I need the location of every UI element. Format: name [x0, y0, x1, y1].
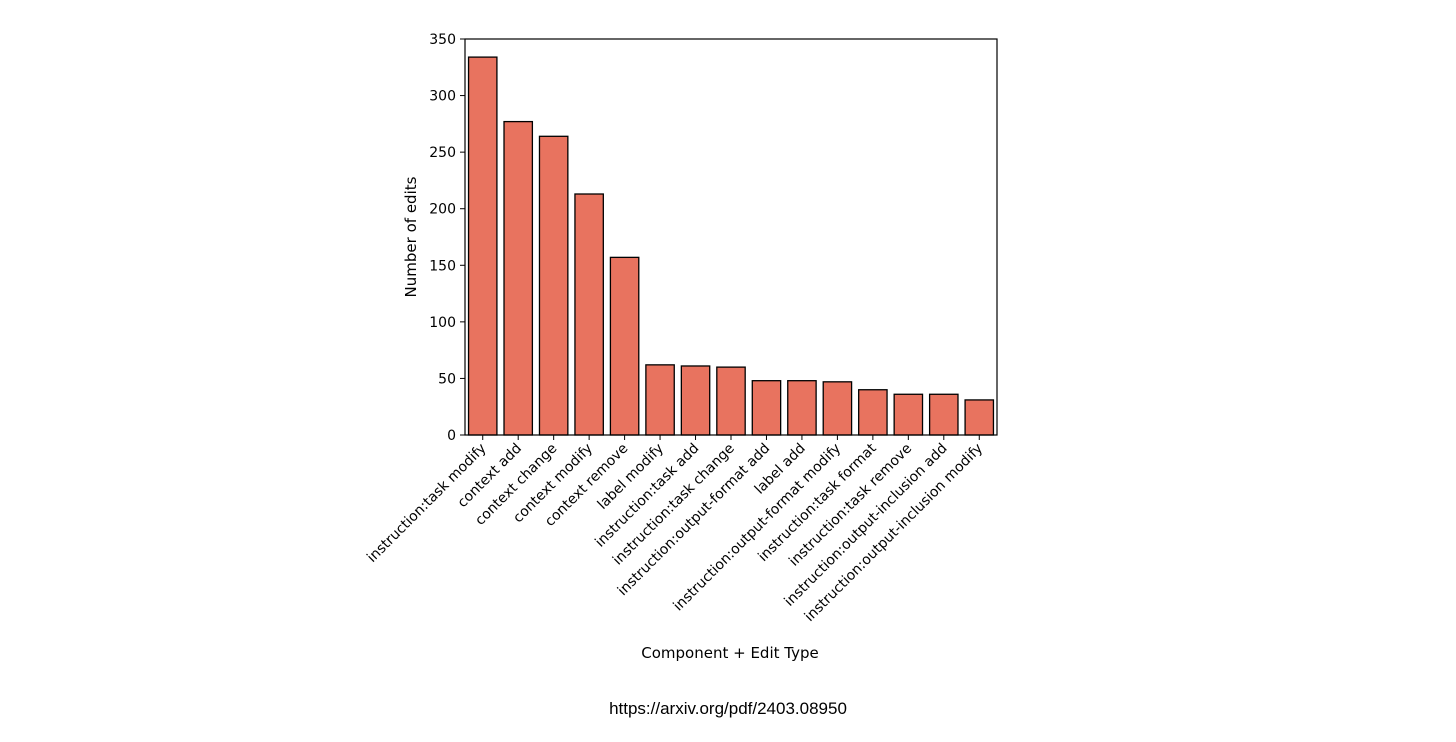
- bar-1: [503, 120, 534, 436]
- bar-6: [680, 365, 711, 436]
- bar-4: [609, 256, 640, 436]
- bar-11: [858, 389, 888, 436]
- plot-frame: [464, 38, 998, 436]
- y-tick-label-6: 300: [429, 89, 456, 105]
- y-tick-label-7: 350: [429, 32, 456, 48]
- y-tick-label-0: 0: [447, 428, 456, 444]
- y-axis: 0 50 100 150 200 250 300 350: [429, 32, 465, 444]
- bar-8: [751, 380, 782, 436]
- bar-3: [574, 193, 604, 436]
- y-axis-label: Number of edits: [402, 176, 420, 297]
- bar-14: [964, 399, 995, 436]
- bar-2: [538, 135, 569, 436]
- x-axis-label: Component + Edit Type: [641, 644, 818, 662]
- bar-12: [893, 393, 924, 436]
- y-tick-label-5: 250: [429, 145, 456, 161]
- bar-13: [928, 393, 959, 436]
- bar-7: [716, 366, 746, 436]
- y-tick-label-2: 100: [429, 315, 456, 331]
- y-tick-label-1: 50: [438, 371, 456, 387]
- bar-9: [787, 380, 817, 436]
- y-tick-label-3: 150: [429, 258, 456, 274]
- bar-0: [467, 56, 498, 436]
- source-url-caption: https://arxiv.org/pdf/2403.08950: [609, 699, 847, 718]
- bars-group: [467, 56, 995, 436]
- bar-5: [645, 364, 675, 436]
- bar-10: [822, 381, 853, 436]
- y-tick-label-4: 200: [429, 202, 456, 218]
